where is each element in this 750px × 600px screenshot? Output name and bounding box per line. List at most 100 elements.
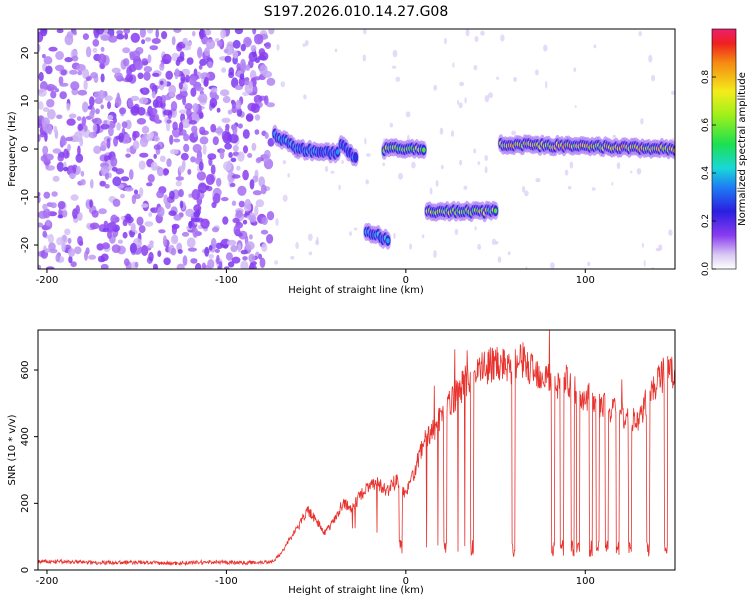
noise-blob (83, 79, 88, 91)
noise-blob (75, 166, 81, 175)
faint-speck (484, 95, 490, 103)
top-y-tick-label: 20 (20, 47, 31, 60)
noise-blob (124, 33, 129, 40)
noise-blob (104, 184, 110, 189)
noise-blob (137, 107, 146, 116)
noise-blob (159, 63, 165, 71)
noise-blob (130, 222, 136, 232)
noise-blob (103, 120, 108, 125)
noise-blob (116, 30, 123, 35)
noise-blob (237, 243, 242, 253)
noise-blob (139, 136, 149, 148)
noise-blob (216, 177, 222, 187)
noise-blob (120, 193, 125, 199)
faint-speck (525, 266, 528, 269)
noise-blob (114, 72, 123, 80)
noise-blob (254, 205, 259, 217)
noise-blob (245, 64, 251, 71)
noise-blob (158, 229, 166, 234)
noise-blob (93, 145, 102, 154)
noise-blob (188, 220, 193, 229)
noise-blob (38, 264, 42, 269)
noise-blob (123, 58, 130, 67)
noise-blob (232, 151, 239, 156)
noise-blob (233, 224, 241, 236)
faint-speck (511, 130, 516, 136)
noise-blob (221, 67, 227, 73)
noise-blob (202, 144, 207, 155)
noise-blob (223, 48, 229, 54)
noise-blob (248, 253, 256, 263)
noise-blob (198, 112, 204, 119)
noise-blob (82, 68, 90, 80)
faint-speck (392, 49, 398, 58)
faint-speck (648, 54, 653, 63)
noise-blob (89, 222, 100, 230)
noise-blob (42, 203, 48, 210)
noise-blob (138, 160, 146, 170)
faint-speck (593, 44, 597, 49)
faint-speck (643, 259, 646, 267)
noise-blob (138, 97, 149, 105)
noise-blob (166, 119, 172, 124)
noise-blob (144, 221, 154, 227)
noise-blob (50, 90, 57, 99)
noise-blob (178, 109, 188, 114)
noise-blob (245, 113, 254, 122)
snr-series-line (38, 330, 675, 567)
noise-blob (178, 189, 184, 198)
faint-speck (591, 187, 596, 191)
noise-blob (51, 191, 58, 197)
noise-blob (89, 110, 95, 119)
faint-speck (409, 243, 412, 250)
faint-speck (304, 40, 309, 47)
noise-blob (108, 35, 118, 43)
noise-blob (260, 184, 267, 195)
track-core (353, 154, 358, 161)
noise-blob (238, 200, 245, 208)
noise-blob (192, 103, 199, 113)
noise-blob (180, 152, 189, 161)
noise-blob (163, 194, 168, 205)
faint-speck (353, 227, 358, 231)
noise-blob (107, 230, 112, 239)
faint-speck (459, 81, 465, 87)
noise-blob (100, 104, 104, 110)
noise-blob (227, 109, 233, 115)
noise-blob (218, 261, 223, 269)
colorbar: 0.0 0.2 0.4 0.6 0.8 Normalized spectral ampl… (701, 28, 748, 276)
noise-blob (232, 124, 238, 135)
noise-blob (100, 140, 107, 152)
colorbar-tick-label: 0.8 (701, 70, 711, 85)
heatmap-marks (38, 29, 675, 269)
noise-blob (131, 194, 137, 205)
noise-blob (211, 201, 217, 209)
noise-blob (155, 29, 159, 39)
noise-blob (57, 214, 64, 219)
faint-speck (464, 97, 467, 104)
noise-blob (238, 76, 246, 87)
faint-speck (668, 229, 673, 236)
noise-blob (129, 242, 137, 254)
noise-blob (242, 129, 250, 139)
noise-blob (101, 242, 110, 250)
noise-blob (93, 91, 102, 99)
noise-blob (63, 148, 69, 159)
faint-speck (480, 30, 485, 36)
noise-blob (176, 56, 185, 62)
noise-blob (120, 215, 125, 221)
noise-blob (148, 251, 154, 262)
colorbar-ticks: 0.0 0.2 0.4 0.6 0.8 (701, 70, 716, 276)
colorbar-tick-label: 0.6 (701, 118, 711, 133)
noise-blob (234, 29, 243, 35)
faint-speck (641, 242, 644, 248)
noise-blob (236, 165, 241, 171)
noise-blob (176, 263, 185, 269)
noise-blob (231, 174, 241, 179)
noise-blob (212, 136, 219, 146)
noise-blob (69, 69, 78, 75)
noise-blob (132, 130, 140, 139)
faint-speck (474, 36, 479, 42)
noise-blob (95, 29, 105, 35)
noise-blob (209, 97, 218, 108)
